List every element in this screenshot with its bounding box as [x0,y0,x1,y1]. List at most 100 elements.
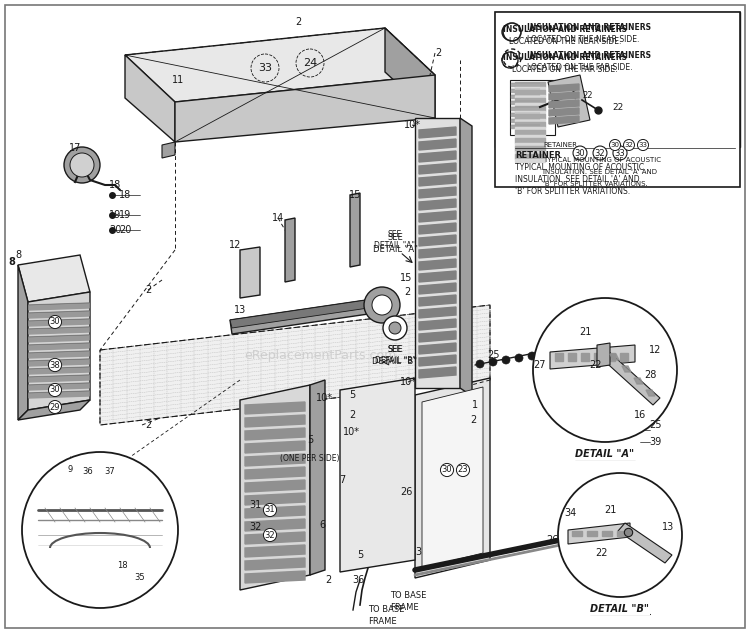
FancyBboxPatch shape [5,5,745,628]
Circle shape [502,24,518,40]
Polygon shape [594,353,602,361]
Text: DETAIL "A": DETAIL "A" [575,449,634,459]
Polygon shape [511,83,540,86]
Text: 5: 5 [349,390,355,400]
Polygon shape [549,84,579,92]
Polygon shape [245,545,305,557]
Polygon shape [550,345,635,369]
Circle shape [389,322,401,334]
Text: 10*: 10* [400,377,416,387]
Polygon shape [460,118,472,396]
Text: 22: 22 [583,91,593,99]
Text: 12: 12 [229,240,242,250]
Polygon shape [511,101,540,104]
Text: 19: 19 [109,210,122,220]
Text: 35: 35 [135,573,146,582]
Polygon shape [29,375,89,382]
Polygon shape [419,199,456,210]
Polygon shape [419,343,456,354]
Polygon shape [568,523,630,544]
Text: 13: 13 [662,522,674,532]
Text: 11: 11 [172,75,184,85]
Polygon shape [29,335,89,342]
Polygon shape [245,454,305,466]
Polygon shape [555,353,563,361]
Polygon shape [245,493,305,505]
Text: 14: 14 [272,213,284,223]
Polygon shape [419,247,456,258]
Polygon shape [29,327,89,334]
Text: INSULATION AND RETAINERS: INSULATION AND RETAINERS [503,25,627,34]
Polygon shape [245,506,305,518]
Polygon shape [511,113,540,116]
Polygon shape [617,531,627,536]
Text: 2: 2 [435,48,441,58]
Polygon shape [245,558,305,570]
Text: 36: 36 [352,575,364,585]
Polygon shape [602,531,612,536]
Polygon shape [419,139,456,150]
Polygon shape [419,259,456,270]
Text: 22: 22 [612,104,624,113]
Text: 16: 16 [634,410,646,420]
Polygon shape [515,159,545,162]
Polygon shape [515,119,545,122]
Text: DETAIL "B": DETAIL "B" [373,358,418,367]
Polygon shape [285,218,295,282]
Polygon shape [240,385,310,590]
Text: TYPICAL MOUNTING OF ACOUSTIC: TYPICAL MOUNTING OF ACOUSTIC [543,157,661,163]
Polygon shape [125,55,175,142]
Text: 10*: 10* [404,120,421,130]
Text: 15: 15 [349,190,361,200]
Circle shape [372,295,392,315]
Polygon shape [162,142,175,158]
Polygon shape [340,378,415,572]
Polygon shape [419,175,456,186]
Text: 7: 7 [339,475,345,485]
Polygon shape [600,350,660,405]
Text: 26: 26 [546,535,558,545]
Text: TO BASE: TO BASE [368,606,404,615]
Polygon shape [515,154,545,159]
Polygon shape [515,87,545,90]
Polygon shape [510,80,555,135]
Polygon shape [568,353,576,361]
Polygon shape [646,390,655,396]
Circle shape [502,52,518,68]
Text: DETAIL "B": DETAIL "B" [590,604,650,614]
Text: 30: 30 [50,318,60,327]
Polygon shape [515,103,545,106]
Text: LOCATED ON THE FAR SIDE.: LOCATED ON THE FAR SIDE. [512,65,618,75]
Polygon shape [515,138,545,143]
Text: 39: 39 [649,437,662,447]
Polygon shape [618,523,672,563]
Polygon shape [515,111,545,114]
Text: FRAME: FRAME [368,618,397,627]
Text: 8: 8 [8,257,16,267]
Circle shape [64,147,100,183]
Text: 32: 32 [249,522,261,532]
Text: eReplacementParts.com: eReplacementParts.com [244,349,396,361]
Polygon shape [125,28,435,102]
Circle shape [383,316,407,340]
Polygon shape [29,383,89,390]
Text: 12: 12 [649,345,662,355]
Text: 2: 2 [404,287,410,297]
Polygon shape [622,366,631,372]
Polygon shape [350,193,360,267]
Text: (ONE PER SIDE): (ONE PER SIDE) [280,453,340,463]
Polygon shape [245,467,305,479]
Circle shape [364,287,400,323]
Polygon shape [515,135,545,138]
Polygon shape [419,223,456,234]
Text: 18: 18 [109,180,122,190]
Text: 20: 20 [109,225,122,235]
Text: 5: 5 [307,435,314,445]
Text: 29: 29 [50,403,60,411]
Text: 10*: 10* [343,427,359,437]
Polygon shape [18,400,90,420]
Polygon shape [29,343,89,350]
Polygon shape [515,143,545,146]
Polygon shape [419,367,456,378]
Text: 21: 21 [604,505,616,515]
